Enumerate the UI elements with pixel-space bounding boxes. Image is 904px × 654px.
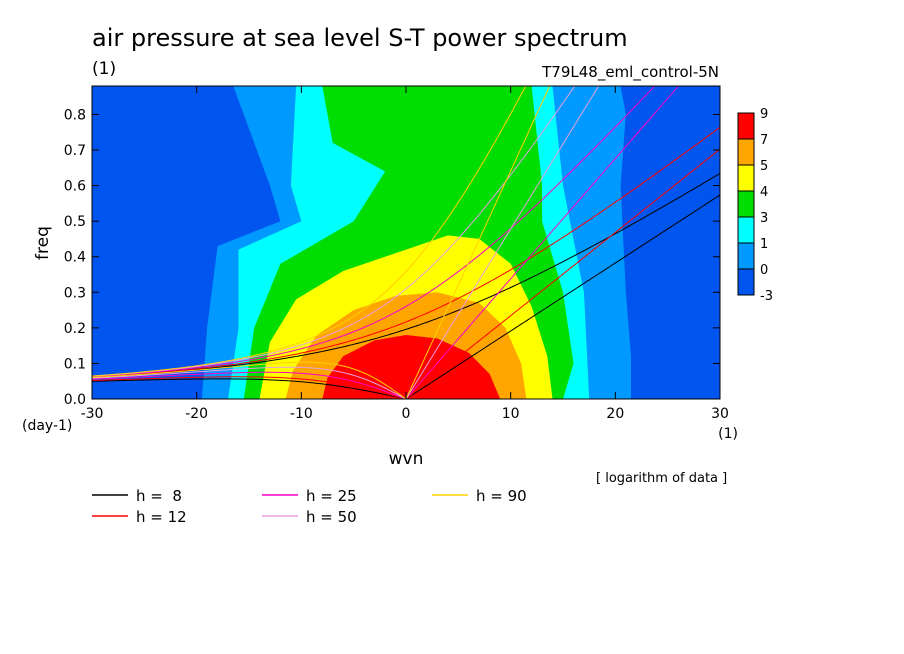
legend-label: h = 25 bbox=[306, 487, 357, 505]
y-tick-label: 0.6 bbox=[64, 179, 86, 195]
x-axis-unit: (1) bbox=[718, 426, 738, 442]
colorbar-swatch bbox=[737, 190, 755, 218]
kelvin-curve-h25 bbox=[405, 86, 680, 399]
dispersion-series-90 bbox=[92, 86, 551, 399]
colorbar-label: 4 bbox=[760, 185, 768, 200]
x-tick-label: 10 bbox=[502, 406, 520, 422]
colorbar-swatch bbox=[737, 164, 755, 192]
x-axis: -30 -20 -10 0 10 20 30 bbox=[81, 86, 729, 422]
rossby-curve-h25 bbox=[92, 371, 407, 399]
colorbar-swatch bbox=[737, 138, 755, 166]
colorbar-label: 1 bbox=[760, 237, 768, 252]
y-axis-unit: (day-1) bbox=[22, 418, 72, 434]
legend-label: h = 12 bbox=[136, 508, 187, 526]
colorbar-label: 7 bbox=[760, 133, 768, 148]
chart-subtitle: T79L48_eml_control-5N bbox=[541, 63, 719, 82]
y-tick-label: 0.8 bbox=[64, 107, 86, 123]
kelvin-curve-h8 bbox=[405, 194, 720, 399]
legend: h = 8 h = 12 h = 25 h = 50 h = 90 bbox=[92, 487, 527, 526]
kelvin-curve-h12 bbox=[405, 148, 720, 399]
data-note: [ logarithm of data ] bbox=[596, 471, 727, 486]
dispersion-series-50 bbox=[92, 86, 600, 399]
dispersion-series-12 bbox=[92, 126, 720, 399]
rossby-curve-h8 bbox=[92, 378, 407, 399]
legend-label: h = 90 bbox=[476, 487, 527, 505]
legend-label: h = 8 bbox=[136, 487, 182, 505]
chart-title: air pressure at sea level S-T power spec… bbox=[92, 24, 628, 52]
colorbar-label: 0 bbox=[760, 263, 768, 278]
y-tick-label: 0.2 bbox=[64, 321, 86, 337]
title-unit: (1) bbox=[92, 59, 116, 79]
contour-level-6 bbox=[322, 335, 501, 399]
colorbar-label: 5 bbox=[760, 159, 768, 174]
mrg-curve-h12 bbox=[92, 126, 720, 378]
x-tick-label: -10 bbox=[290, 406, 313, 422]
mrg-curve-h25 bbox=[92, 86, 656, 378]
dispersion-curves bbox=[92, 86, 720, 399]
mrg-curve-h50 bbox=[92, 86, 576, 377]
y-tick-label: 0.1 bbox=[64, 356, 86, 372]
colorbar-swatch bbox=[737, 268, 755, 296]
y-axis: 0.0 0.1 0.2 0.3 0.4 0.5 0.6 0.7 0.8 bbox=[64, 107, 720, 408]
y-tick-label: 0.0 bbox=[64, 392, 86, 408]
colorbar-label: -3 bbox=[760, 289, 773, 304]
legend-label: h = 50 bbox=[306, 508, 357, 526]
y-tick-label: 0.3 bbox=[64, 285, 86, 301]
x-axis-label: wvn bbox=[389, 449, 424, 469]
x-tick-label: 0 bbox=[402, 406, 411, 422]
contour-fills bbox=[92, 86, 720, 399]
kelvin-curve-h50 bbox=[405, 86, 600, 399]
y-tick-label: 0.5 bbox=[64, 214, 86, 230]
rossby-curve-h90 bbox=[92, 361, 407, 399]
y-tick-label: 0.7 bbox=[64, 143, 86, 159]
mrg-curve-h90 bbox=[92, 86, 527, 377]
colorbar-label: 9 bbox=[760, 107, 768, 122]
kelvin-curve-h90 bbox=[405, 86, 551, 399]
colorbar-label: 3 bbox=[760, 211, 768, 226]
y-tick-label: 0.4 bbox=[64, 250, 86, 266]
x-tick-label: -20 bbox=[185, 406, 208, 422]
dispersion-series-25 bbox=[92, 86, 680, 399]
rossby-curve-h50 bbox=[92, 366, 407, 399]
x-tick-label: 30 bbox=[711, 406, 729, 422]
colorbar-swatch bbox=[737, 112, 755, 140]
rossby-curve-h12 bbox=[92, 376, 407, 399]
colorbar: 9 7 5 4 3 1 0 -3 bbox=[737, 107, 773, 304]
colorbar-swatch bbox=[737, 216, 755, 244]
x-tick-label: 20 bbox=[606, 406, 624, 422]
y-axis-label: freq bbox=[33, 226, 53, 260]
colorbar-swatch bbox=[737, 242, 755, 270]
x-tick-label: -30 bbox=[81, 406, 104, 422]
